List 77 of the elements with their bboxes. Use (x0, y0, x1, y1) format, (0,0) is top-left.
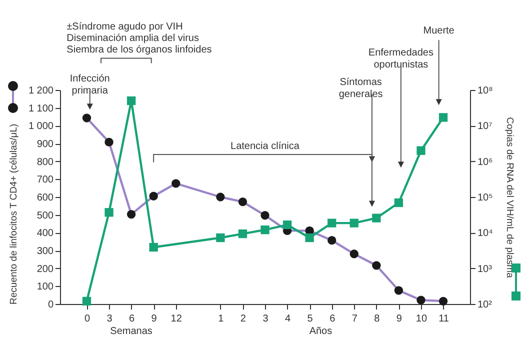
y-axis-title: Recuento de linfocitos T CD4+ (células/μL) (8, 124, 20, 304)
point (104, 208, 114, 217)
y2-axis-title: Copias de RNA del VIH/mL de plasma (504, 117, 515, 279)
point (438, 296, 448, 306)
point (305, 233, 314, 242)
y-tick-label: 600 (36, 192, 54, 204)
text: Enfermedades oportunistas (368, 47, 434, 70)
point (416, 296, 426, 304)
point (372, 214, 381, 222)
point (438, 113, 448, 122)
y-tick-label: 1 000 (28, 121, 54, 132)
point (149, 192, 158, 200)
x-tick-label: 7 (352, 314, 358, 324)
point (328, 236, 336, 245)
point (216, 233, 225, 242)
x-tick-label: 8 (374, 314, 380, 324)
y-tick-label: 200 (36, 264, 54, 275)
annotation: Infección primaria (70, 73, 110, 96)
point (394, 198, 404, 208)
y-tick-label: 0 (48, 300, 54, 310)
y2-tick-label: 10⁶ (478, 156, 493, 168)
y2-tick-label: 10⁴ (478, 228, 493, 240)
y-tick-label: 500 (36, 210, 54, 222)
point (350, 218, 358, 228)
point (149, 242, 158, 252)
x-tick-label: 12 (170, 314, 182, 324)
x-tick-label: 10 (416, 314, 428, 324)
point (238, 197, 248, 206)
point (82, 296, 92, 306)
x-tick-label: 3 (262, 314, 269, 324)
point (104, 138, 114, 146)
y2-tick-label: 10⁵ (478, 192, 493, 204)
point (126, 96, 136, 106)
annotation: Síntomas generales (338, 76, 383, 100)
text: ±Síndrome agudo por VIH (66, 21, 183, 32)
point (416, 146, 426, 155)
point (394, 286, 404, 295)
y-tick-label: 300 (36, 246, 54, 257)
point (328, 218, 336, 228)
y2-tick-label: 10² (478, 300, 493, 310)
x-tick-label: 3 (106, 314, 113, 324)
y-tick-label: 100 (36, 282, 54, 293)
x-tick-label: 5 (307, 314, 314, 324)
text: Muerte (423, 25, 455, 36)
annotation: Latencia clínica (230, 141, 300, 152)
text: Años (309, 326, 332, 337)
text: Siembra de los órganos linfoides (66, 44, 212, 56)
point (282, 220, 292, 230)
x-tick-label: 2 (240, 314, 246, 324)
point (216, 192, 225, 202)
point (350, 250, 358, 258)
y-tick-label: 400 (36, 228, 54, 240)
x-tick-label: 0 (84, 314, 90, 324)
point (126, 210, 136, 219)
point (82, 114, 92, 122)
x-tick-label: 1 (218, 314, 224, 324)
x-tick-label: 4 (285, 314, 291, 324)
point (172, 179, 180, 188)
y2-tick-label: 10⁷ (478, 121, 493, 132)
y-tick-label: 800 (36, 156, 54, 168)
y-tick-label: 1 200 (28, 86, 54, 96)
x-tick-label: 6 (129, 314, 136, 324)
y-tick-label: 1 100 (28, 103, 54, 114)
point (260, 211, 270, 220)
text: Diseminación amplia del virus (66, 32, 199, 44)
y2-tick-label: 10³ (478, 264, 493, 275)
x-tick-label: 11 (438, 314, 450, 324)
x-tick-label: 9 (396, 314, 402, 324)
y-tick-label: 700 (36, 174, 54, 186)
text: Semanas (110, 326, 152, 337)
point (260, 226, 270, 234)
x-tick-label: 9 (151, 314, 158, 324)
y2-tick-label: 10⁸ (478, 86, 493, 96)
point (238, 229, 248, 238)
x-tick-label: 6 (330, 314, 336, 324)
point (372, 261, 381, 270)
y-tick-label: 900 (36, 139, 54, 150)
